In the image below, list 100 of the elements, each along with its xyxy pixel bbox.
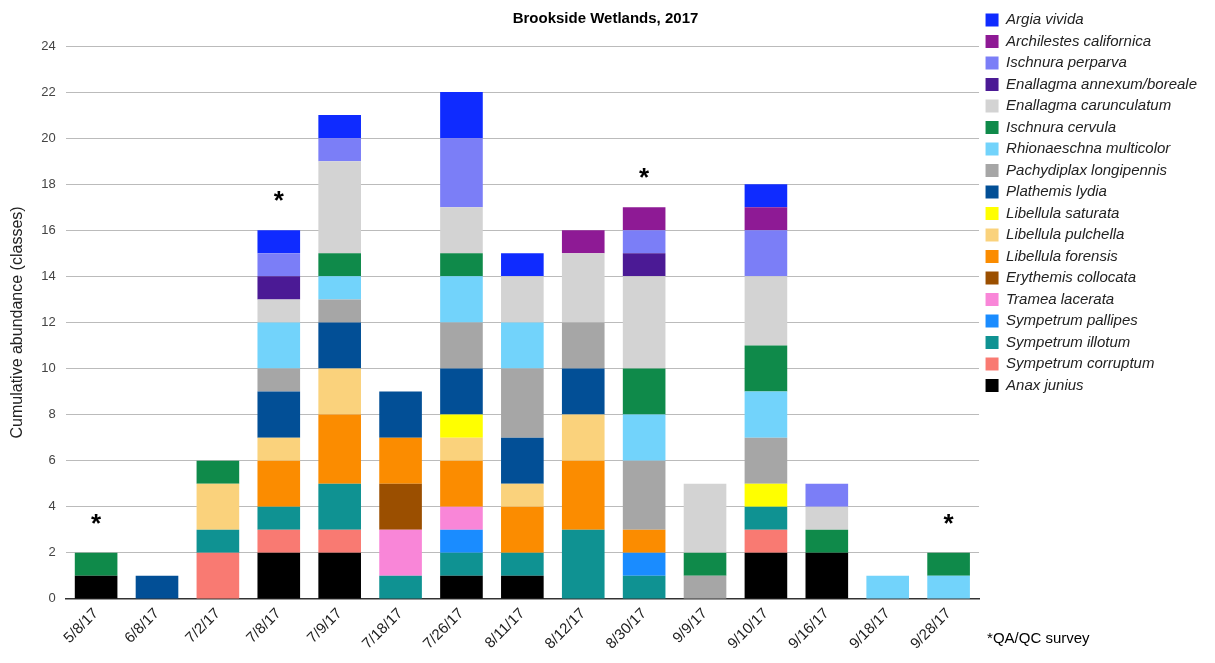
bar [257,276,301,300]
bar [379,437,422,484]
bar [805,506,849,530]
bar [257,552,301,599]
bar [318,552,361,599]
bar [440,437,483,461]
bar [257,299,301,323]
bar [440,368,483,415]
bar [135,575,179,599]
y-tick-label: 22 [41,83,56,99]
legend-label: Sympetrum illotum [1006,332,1131,350]
y-tick-label: 10 [41,360,56,376]
bar [805,529,849,553]
bar [379,391,422,438]
bar [561,322,605,369]
y-tick-label: 12 [41,314,56,330]
bar [440,92,483,139]
bar [561,253,605,323]
y-tick-label: 14 [41,267,56,283]
legend-label: Archilestes californica [1005,31,1152,49]
bar [440,253,483,277]
bar [561,529,605,599]
legend-label: Sympetrum corruptum [1006,354,1155,372]
y-tick-label: 4 [48,498,56,514]
bar [561,230,605,254]
bar [927,575,970,599]
bar [440,506,483,530]
bar [318,529,361,553]
y-tick-label: 18 [41,175,56,191]
bar [501,575,544,599]
bar [196,552,240,599]
bar [805,483,849,507]
bar [379,575,422,599]
legend-label: Pachydiplax longipennis [1006,160,1168,178]
text: *QA/QC survey [987,629,1091,647]
y-tick-label: 16 [41,221,56,237]
legend-label: Enallagma carunculatum [1006,96,1172,114]
bar [257,529,301,553]
bar [501,483,544,507]
bar [683,552,727,576]
bar [379,529,422,576]
bar [318,322,361,369]
legend-label: Rhionaeschna multicolor [1006,139,1172,157]
bar [501,368,544,438]
bar [74,575,118,599]
bar [440,552,483,576]
bar [561,368,605,415]
bar [744,483,788,507]
bar [257,230,301,254]
legend-label: Enallagma annexum/boreale [1006,74,1198,92]
bar [622,414,666,461]
bar [622,253,666,277]
bar [744,276,788,346]
bar [744,506,788,530]
legend-label: Tramea lacerata [1006,289,1115,307]
bar [196,483,240,530]
bar [501,276,544,323]
annotation: * [273,185,285,216]
y-tick-label: 8 [48,406,56,422]
y-tick-label: 6 [48,452,56,468]
bar [196,460,240,484]
bar [927,552,970,576]
bar [318,299,361,323]
bar [561,460,605,530]
bar [622,460,666,530]
bar [622,368,666,415]
bar [318,276,361,300]
bar [744,230,788,277]
annotation: * [639,162,651,193]
bar [744,184,788,208]
chart-title: Brookside Wetlands, 2017 [512,9,699,27]
bar [440,138,483,208]
bar [501,437,544,484]
bar [257,437,301,461]
bar [744,529,788,553]
bar [744,391,788,438]
bar [318,368,361,415]
y-tick-label: 0 [48,590,56,606]
bar [440,207,483,254]
y-tick-label: 24 [41,37,56,53]
bar [501,322,544,369]
bar [622,230,666,254]
bar [318,115,361,139]
bar [501,506,544,553]
legend-label: Libellula saturata [1006,203,1120,221]
bar [744,552,788,599]
legend-label: Plathemis lydia [1006,182,1107,200]
bar [257,322,301,369]
bar [257,253,301,277]
bar [318,253,361,277]
bar [440,575,483,599]
bar [257,391,301,438]
bar [196,529,240,553]
bar [501,552,544,576]
bar [866,575,910,599]
bar [622,552,666,576]
bar [257,506,301,530]
bar [440,529,483,553]
bar [683,575,727,599]
bar [622,207,666,231]
